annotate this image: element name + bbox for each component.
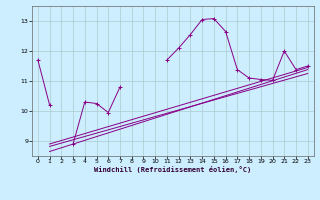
X-axis label: Windchill (Refroidissement éolien,°C): Windchill (Refroidissement éolien,°C) — [94, 166, 252, 173]
